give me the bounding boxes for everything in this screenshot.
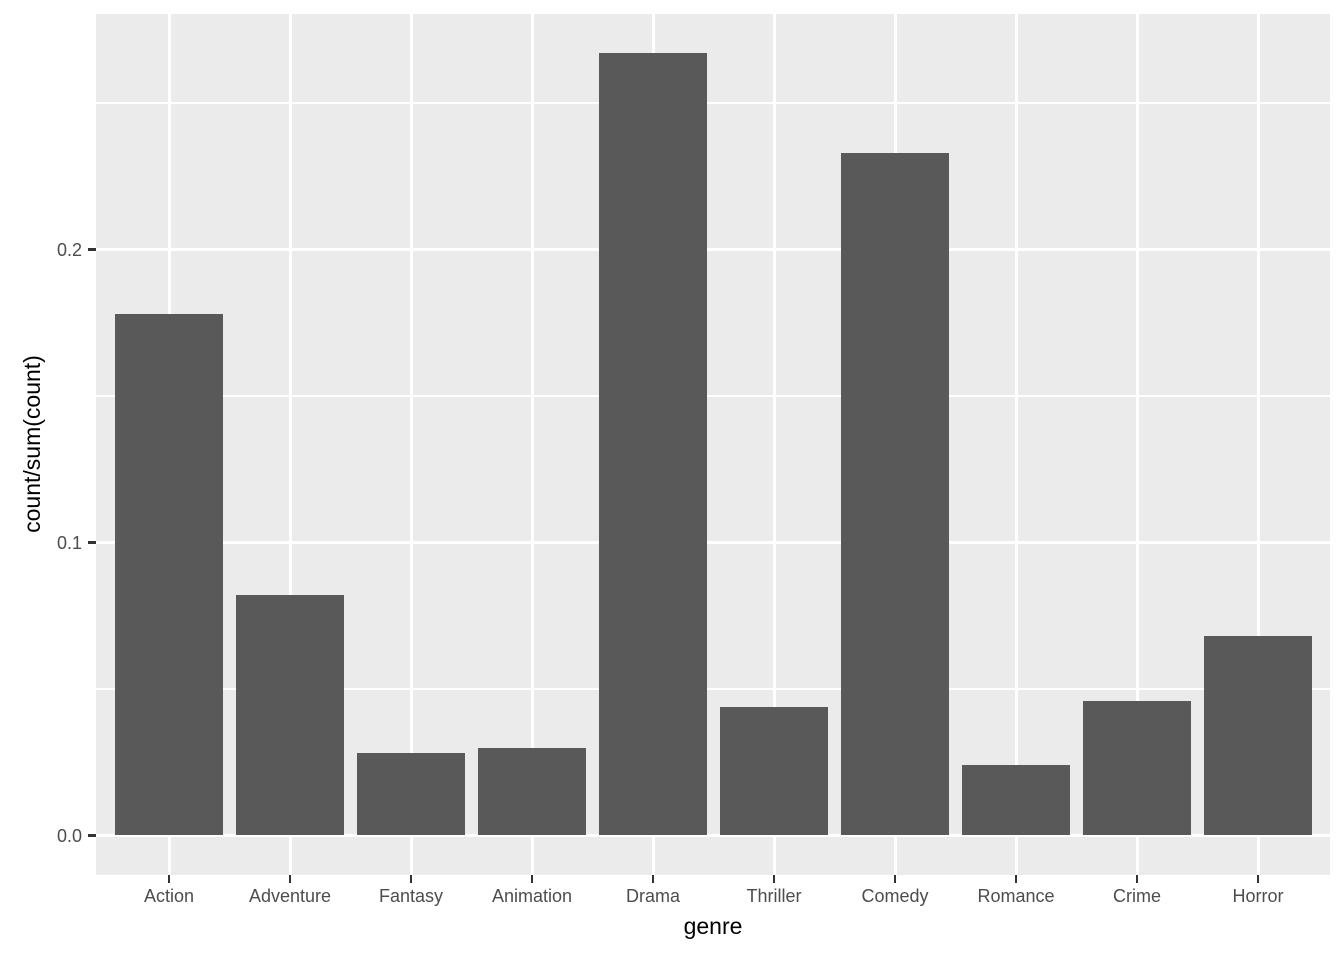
bar-horror: [1203, 636, 1313, 836]
x-tick-label: Fantasy: [378, 886, 444, 906]
bar-adventure: [235, 595, 345, 836]
x-tick-label: Crime: [1113, 886, 1161, 906]
bar-crime: [1082, 700, 1192, 836]
x-tick: [1135, 875, 1139, 883]
x-tick-label: Romance: [977, 886, 1055, 906]
y-tick: [88, 541, 96, 544]
x-tick: [1014, 875, 1018, 883]
plot-panel: [96, 14, 1330, 875]
gridline-major-h: [96, 541, 1330, 544]
gridline-major-h: [96, 248, 1330, 251]
gridline-major-v: [1256, 14, 1260, 875]
x-tick: [409, 875, 413, 883]
gridline-major-h: [96, 834, 1330, 837]
x-tick: [893, 875, 897, 883]
gridline-minor-h: [96, 395, 1330, 397]
gridline-major-v: [530, 14, 534, 875]
gridline-minor-h: [96, 102, 1330, 104]
x-tick-label: Horror: [1232, 886, 1284, 906]
bar-animation: [477, 747, 587, 836]
x-tick: [167, 875, 171, 883]
y-tick-label: 0.0: [56, 825, 82, 846]
gridline-major-v: [1135, 14, 1139, 875]
x-axis-title: genre: [683, 913, 743, 939]
gridline-minor-h: [96, 688, 1330, 690]
bar-thriller: [719, 706, 829, 836]
x-tick-label: Drama: [625, 886, 680, 906]
bar-fantasy: [356, 753, 466, 836]
gridline-major-v: [288, 14, 292, 875]
x-tick-label: Thriller: [746, 886, 802, 906]
x-tick-label: Comedy: [861, 886, 929, 906]
y-axis-title: count/sum(count): [19, 355, 45, 533]
bar-drama: [598, 53, 708, 836]
y-tick: [88, 248, 96, 251]
gridline-major-v: [1014, 14, 1018, 875]
bar-romance: [961, 765, 1071, 836]
x-tick: [772, 875, 776, 883]
bar-comedy: [840, 152, 950, 836]
y-tick: [88, 834, 96, 837]
x-tick: [288, 875, 292, 883]
x-tick-label: Action: [143, 886, 195, 906]
x-tick: [1256, 875, 1260, 883]
y-tick-label: 0.1: [56, 532, 82, 553]
x-tick-label: Animation: [491, 886, 573, 906]
x-tick: [651, 875, 655, 883]
gridline-major-v: [772, 14, 776, 875]
gridline-major-v: [409, 14, 413, 875]
y-tick-label: 0.2: [56, 239, 82, 260]
bar-action: [114, 313, 224, 836]
x-tick: [530, 875, 534, 883]
x-tick-label: Adventure: [248, 886, 332, 906]
